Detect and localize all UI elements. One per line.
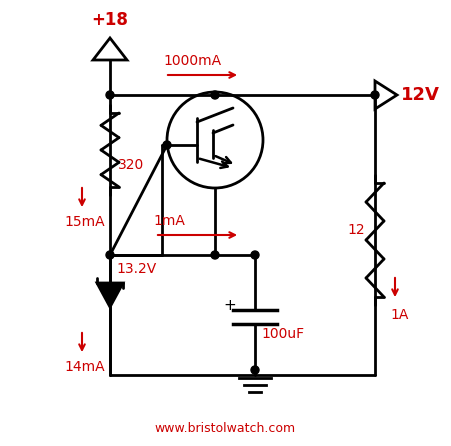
Circle shape <box>251 366 259 374</box>
Circle shape <box>106 91 114 99</box>
Circle shape <box>211 251 219 259</box>
Text: 12: 12 <box>347 223 364 237</box>
Circle shape <box>106 251 114 259</box>
Text: 1A: 1A <box>390 308 408 322</box>
Text: +: + <box>223 298 236 314</box>
Polygon shape <box>97 283 123 307</box>
Text: 13.2V: 13.2V <box>116 262 156 276</box>
Text: +18: +18 <box>92 11 129 29</box>
Circle shape <box>371 91 379 99</box>
Text: www.bristolwatch.com: www.bristolwatch.com <box>154 421 295 434</box>
Text: 15mA: 15mA <box>64 215 105 229</box>
Text: 100uF: 100uF <box>261 327 304 341</box>
Text: 320: 320 <box>118 158 144 172</box>
Text: 1mA: 1mA <box>153 214 185 228</box>
Circle shape <box>163 141 171 149</box>
Text: 1000mA: 1000mA <box>163 54 221 68</box>
Circle shape <box>251 251 259 259</box>
Circle shape <box>211 91 219 99</box>
Text: 12V: 12V <box>401 86 440 104</box>
Text: 14mA: 14mA <box>64 360 105 374</box>
